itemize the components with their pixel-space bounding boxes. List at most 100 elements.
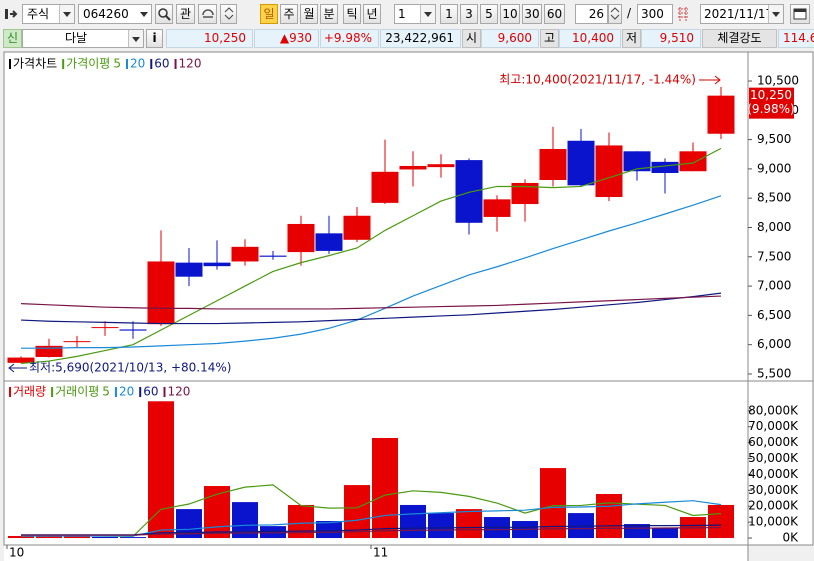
ma-line: [20, 292, 722, 325]
label: 고: [543, 31, 556, 45]
low-label: 저: [622, 29, 641, 48]
legend-label: 120: [179, 57, 202, 71]
volume-bar: [456, 509, 482, 539]
volume-bar: [428, 513, 454, 539]
unit-button[interactable]: 1: [440, 4, 458, 24]
code-input[interactable]: 064260: [78, 4, 152, 24]
candle-body: [371, 171, 399, 203]
legend-swatch: [51, 387, 54, 397]
grid-icon[interactable]: [676, 6, 690, 22]
unit: 10: [502, 7, 518, 21]
y-tick-label: 70,000K: [748, 419, 799, 433]
x-axis-band: [4, 545, 748, 561]
unit: 1: [445, 7, 453, 21]
y-tick-label: 7,000: [757, 279, 791, 293]
period: 일: [263, 7, 275, 21]
volume-bar: [120, 537, 146, 539]
candle-body: [679, 151, 707, 172]
high-cell: 10,400: [559, 29, 621, 48]
candle-body: [203, 262, 231, 267]
candle-body: [259, 255, 287, 257]
ma-line: [21, 526, 722, 536]
legend-label: 5: [102, 385, 110, 399]
info-button[interactable]: i: [146, 29, 163, 48]
legend-swatch: [139, 387, 142, 397]
code: 064260: [83, 7, 129, 21]
search-button[interactable]: [155, 4, 173, 24]
candle-body: [147, 261, 175, 325]
period: 주: [283, 7, 295, 21]
count-input[interactable]: 26: [575, 4, 608, 24]
unit-button[interactable]: 30: [522, 4, 542, 24]
toolbar: 주식 064260 관 일 주 월 분 틱 년 1 1 3 5 10 30 60…: [0, 0, 814, 29]
legend-swatch: [150, 59, 153, 69]
calendar-button[interactable]: [790, 4, 810, 24]
unit-select[interactable]: 1: [394, 4, 436, 24]
market-select[interactable]: 주식: [22, 4, 75, 24]
ma-line: [20, 147, 722, 365]
last-price-box: [749, 87, 794, 119]
y-tick-label: 6,500: [757, 308, 791, 322]
legend-swatch: [9, 387, 11, 397]
legend-label: 가격이평: [66, 57, 110, 71]
legend-swatch: [114, 387, 117, 397]
unit-button[interactable]: 5: [480, 4, 498, 24]
menu-icon[interactable]: [4, 6, 20, 22]
volume-bar: [316, 521, 342, 539]
candle-body: [651, 161, 679, 173]
period-button[interactable]: 분: [320, 4, 338, 24]
price-cell: 10,250: [166, 29, 253, 48]
market: 주식: [27, 7, 50, 21]
volume: 23,422,961: [385, 31, 454, 45]
period-button[interactable]: 월: [300, 4, 318, 24]
legend-swatch: [163, 387, 166, 397]
info: i: [152, 31, 157, 45]
badge: 신: [3, 29, 22, 48]
legend-swatch: [62, 59, 65, 69]
high-arrow-head: [714, 75, 721, 85]
candle-body: [231, 246, 259, 262]
candle-body: [287, 223, 315, 253]
volume-bar: [148, 401, 174, 539]
candle-body: [175, 262, 203, 277]
candle-body: [63, 341, 91, 343]
date: 2021/11/17: [704, 7, 774, 21]
count-spin[interactable]: [608, 4, 622, 24]
y-tick-label: 9,000: [757, 161, 791, 175]
unit: 30: [524, 7, 540, 21]
period-button[interactable]: 년: [363, 4, 381, 24]
watch: 관: [179, 7, 192, 21]
label: 저: [625, 31, 638, 45]
label: 체결강도: [717, 31, 762, 45]
candle-body: [707, 95, 735, 134]
unit-button[interactable]: 60: [544, 4, 565, 24]
strength: 114.6: [783, 31, 814, 45]
low-cell: 9,510: [641, 29, 701, 48]
date-input[interactable]: 2021/11/17: [700, 4, 784, 24]
rate-cell: +9.98%: [320, 29, 379, 48]
candle-body: [315, 233, 343, 251]
period: 년: [366, 7, 378, 21]
low: 9,510: [659, 31, 694, 45]
unit-button[interactable]: 3: [460, 4, 478, 24]
legend-label: 20: [130, 57, 145, 71]
candle-body: [539, 148, 567, 181]
volume-cell: 23,422,961: [380, 29, 461, 48]
spin-button[interactable]: [220, 4, 237, 24]
volume-bar: [372, 438, 398, 539]
period-button[interactable]: 일: [260, 4, 278, 24]
strength-label: 체결강도: [702, 29, 777, 48]
legend-label: 120: [168, 385, 191, 399]
period-button[interactable]: 틱: [343, 4, 361, 24]
period-button[interactable]: 주: [280, 4, 298, 24]
legend-swatch: [9, 59, 11, 69]
sync-button[interactable]: [198, 4, 217, 24]
name-select[interactable]: 다날: [22, 29, 144, 48]
total-input[interactable]: 300: [637, 4, 673, 24]
volume-bar: [36, 535, 62, 539]
unit-button[interactable]: 10: [500, 4, 520, 24]
watch-button[interactable]: 관: [176, 4, 195, 24]
unit: 5: [485, 7, 493, 21]
open: 9,600: [497, 31, 532, 45]
candle-body: [455, 160, 483, 223]
